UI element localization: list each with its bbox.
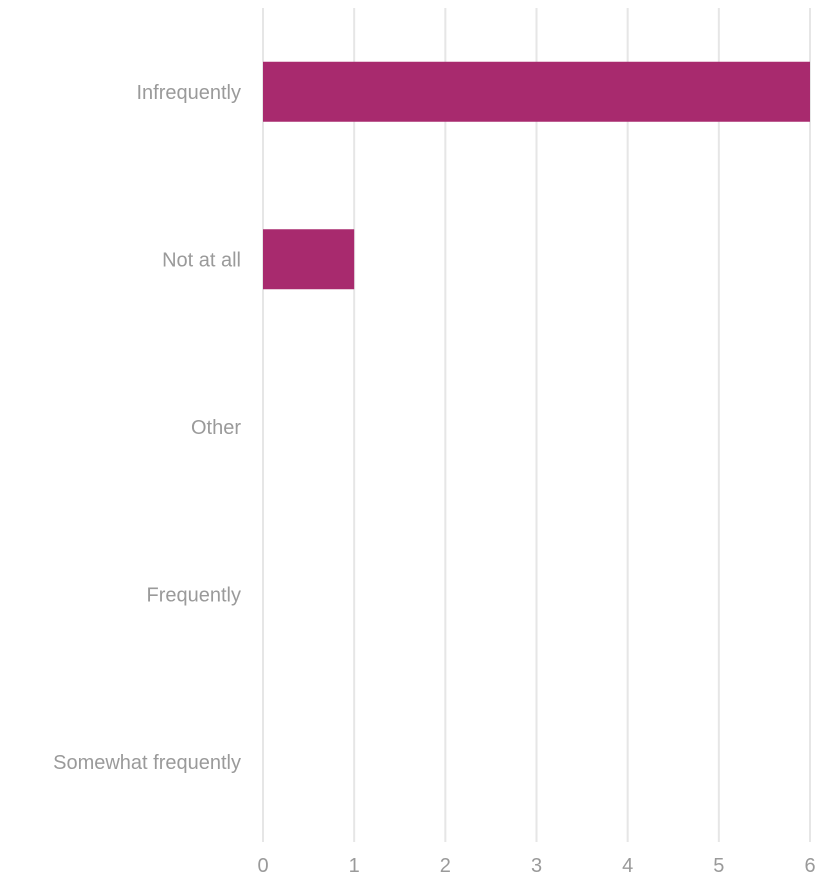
x-tick-label: 1 <box>349 855 360 877</box>
category-label: Infrequently <box>136 82 241 104</box>
category-label: Not at all <box>162 249 241 271</box>
category-label: Somewhat frequently <box>53 752 241 774</box>
grid-lines <box>262 8 811 842</box>
x-axis-tick-labels: 0 1 2 3 4 5 6 <box>257 855 815 877</box>
x-tick-label: 3 <box>531 855 542 877</box>
x-tick-label: 6 <box>804 855 815 877</box>
bar <box>263 61 810 122</box>
x-tick-label: 2 <box>440 855 451 877</box>
x-tick-label: 0 <box>257 855 268 877</box>
x-tick-label: 5 <box>713 855 724 877</box>
category-label: Other <box>191 417 241 439</box>
category-label: Frequently <box>147 584 242 606</box>
x-tick-label: 4 <box>622 855 633 877</box>
category-labels: Infrequently Not at all Other Frequently Som… <box>53 82 241 774</box>
bar <box>263 229 355 290</box>
bars <box>263 61 810 290</box>
